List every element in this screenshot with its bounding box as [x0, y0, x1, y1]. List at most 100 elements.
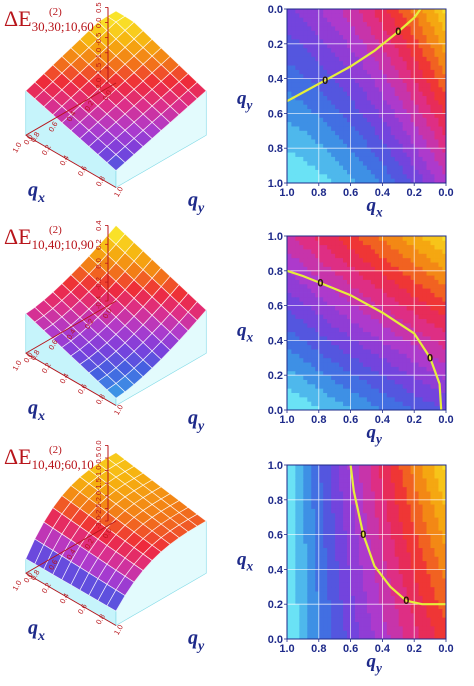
contour-cell [342, 82, 348, 88]
contour-cell [322, 122, 328, 127]
contour-cell [346, 405, 351, 411]
contour-cell [406, 35, 411, 40]
contour-cell [374, 257, 379, 263]
contour-cell [362, 30, 367, 36]
contour-cell [318, 26, 324, 32]
contour-cell [298, 292, 304, 298]
contour-cell [442, 591, 447, 596]
contour-cell [326, 578, 332, 583]
contour-cell [362, 22, 367, 27]
contour-cell [418, 148, 423, 153]
contour-cell [414, 26, 419, 32]
contour-cell [326, 318, 332, 324]
title-sub: 10,40;10,90 [32, 237, 94, 252]
contour-cell [287, 156, 292, 162]
contour-cell [386, 43, 391, 49]
contour-cell [346, 257, 351, 263]
contour-cell [442, 621, 447, 627]
contour-cell [362, 508, 367, 514]
contour-cell [402, 357, 407, 363]
contour-cell [434, 556, 439, 562]
contour-cell [434, 301, 439, 306]
contour-cell [382, 608, 387, 614]
contour-cell [334, 634, 340, 640]
contour-cell [434, 9, 439, 14]
contour-cell [314, 621, 320, 627]
contour-cell [394, 323, 399, 328]
contour-cell [374, 296, 379, 302]
zero-contour-line [286, 8, 422, 103]
contour-cell [410, 512, 415, 518]
contour-cell [438, 538, 443, 544]
contour-cell [390, 82, 395, 88]
contour-cell [374, 318, 379, 324]
contour-cell [378, 499, 383, 505]
contour-cell [314, 591, 320, 596]
contour-cell [430, 109, 435, 114]
contour-cell [438, 336, 443, 341]
contour-cell [398, 305, 403, 311]
contour-cell [366, 117, 371, 123]
contour-cell [382, 495, 387, 501]
contour-cell [326, 288, 332, 293]
contour-cell [370, 43, 375, 49]
contour-cell [382, 152, 387, 158]
contour-cell [294, 178, 300, 184]
contour-cell [346, 379, 351, 385]
contour-cell [322, 556, 328, 562]
contour-cell [438, 599, 443, 605]
contour-cell [310, 61, 316, 66]
contour-cell [354, 612, 359, 618]
contour-cell [402, 349, 407, 354]
contour-cell [306, 383, 312, 389]
contour-cell [390, 621, 395, 627]
contour-cell [342, 48, 348, 53]
contour-cell [370, 279, 375, 285]
contour-cell [346, 465, 351, 470]
contour-cell [354, 569, 359, 575]
contour-cell [366, 17, 371, 23]
contour-cell [346, 152, 351, 158]
contour-cell [378, 565, 383, 570]
contour-cell [430, 148, 435, 153]
contour-cell [410, 349, 415, 354]
contour-cell [314, 30, 320, 36]
contour-cell [398, 499, 403, 505]
contour-cell [426, 301, 431, 306]
contour-cell [374, 599, 379, 605]
contour-cell [302, 117, 308, 123]
contour-cell [350, 586, 355, 592]
contour-cell [414, 292, 419, 298]
contour-cell [326, 517, 332, 522]
contour-cell [358, 508, 363, 514]
contour-cell [338, 61, 344, 66]
contour-cell [422, 604, 427, 609]
contour-cell [290, 309, 296, 315]
contour-cell [350, 357, 355, 363]
contour-cell [338, 100, 344, 106]
contour-cell [386, 266, 391, 272]
contour-cell [287, 266, 292, 272]
contour-cell [378, 165, 383, 171]
contour-cell [358, 9, 363, 14]
contour-cell [378, 534, 383, 540]
contour-cell [370, 96, 375, 101]
contour-cell [322, 340, 328, 346]
contour-cell [366, 100, 371, 106]
contour-cell [354, 257, 359, 263]
contour-cell [350, 249, 355, 254]
contour-cell [378, 578, 383, 583]
contour-cell [334, 543, 340, 549]
contour-cell [390, 525, 395, 531]
contour-cell [426, 82, 431, 88]
contour-cell [402, 612, 407, 618]
contour-cell [287, 323, 292, 328]
contour-cell [354, 174, 359, 180]
contour-cell [366, 504, 371, 509]
contour-cell [290, 305, 296, 311]
contour-cell [354, 288, 359, 293]
contour-cell [438, 43, 443, 49]
contour-cell [418, 617, 423, 622]
contour-cell [394, 534, 399, 540]
contour-cell [314, 318, 320, 324]
